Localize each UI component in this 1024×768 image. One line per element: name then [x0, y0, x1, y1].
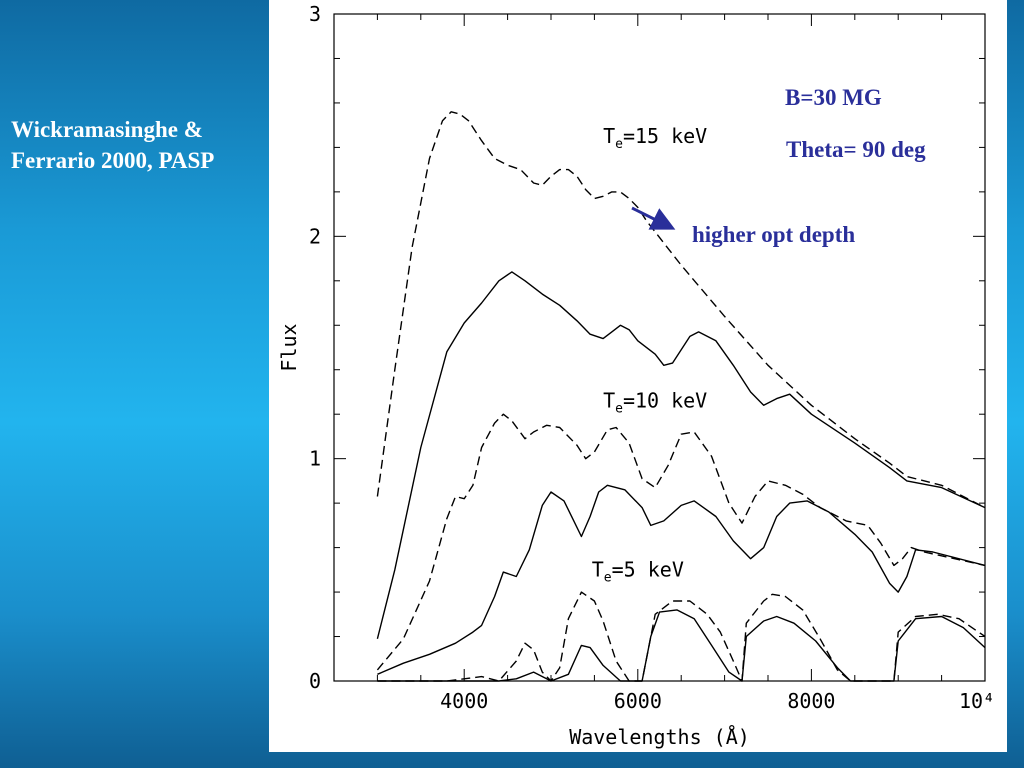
citation-caption: Wickramasinghe & Ferrario 2000, PASP: [11, 114, 273, 176]
x-tick-label: 4000: [440, 689, 488, 713]
series-line-5-keV-solid: [377, 609, 986, 682]
plot-frame: [333, 13, 986, 682]
y-tick-label: 1: [309, 447, 321, 471]
citation-line-1: Wickramasinghe &: [11, 117, 203, 142]
flux-spectrum-chart: 4000 6000 8000 10⁴ 0 1 2 3 Wavelengths (Å) Flux Te…: [277, 2, 995, 749]
theta-annotation: Theta= 90 deg: [786, 137, 926, 162]
y-tick-label: 2: [309, 224, 321, 248]
curve-label: Te=5 keV: [592, 558, 684, 586]
plot-panel: 4000 6000 8000 10⁴ 0 1 2 3 Wavelengths (Å) Flux Te…: [269, 0, 1007, 752]
optical-depth-annotation: higher opt depth: [692, 222, 856, 247]
x-tick-label: 8000: [787, 689, 835, 713]
series-line-10-keV-dashed: [376, 413, 986, 671]
y-tick-label: 3: [309, 2, 321, 26]
series-line-15-keV-dashed: [376, 111, 986, 509]
y-axis-label: Flux: [277, 323, 301, 371]
x-tick-label: 6000: [614, 689, 662, 713]
optical-depth-arrow: [631, 206, 676, 230]
citation-line-2: Ferrario 2000, PASP: [11, 148, 215, 173]
x-tick-label: 10⁴: [959, 689, 995, 713]
b-field-annotation: B=30 MG: [785, 85, 882, 110]
curve-label: Te=15 keV: [603, 124, 707, 152]
series-line-15-keV-solid: [376, 271, 986, 639]
y-tick-label: 0: [309, 669, 321, 693]
curve-label: Te=10 keV: [603, 389, 707, 417]
series-line-10-keV-solid: [377, 484, 986, 675]
x-axis-label: Wavelengths (Å): [569, 725, 750, 749]
